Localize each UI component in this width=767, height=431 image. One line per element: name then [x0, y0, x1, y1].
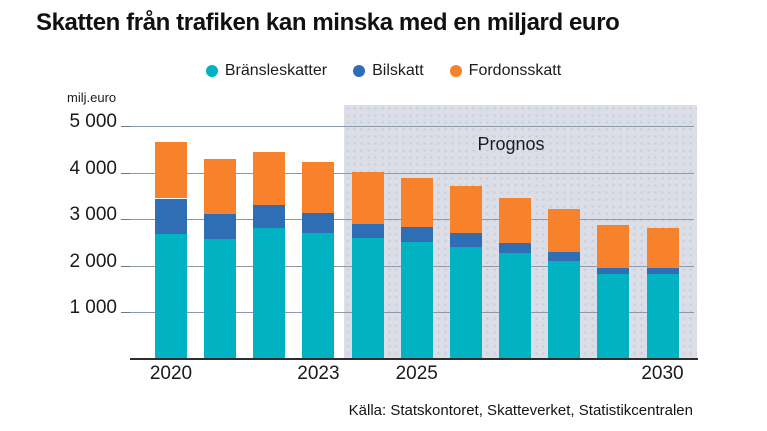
bar-2022-fordonsskatt-segment: [253, 152, 286, 206]
bar-2027-bilskatt-segment: [499, 242, 532, 254]
bar-2022-bransleskatter-segment: [253, 228, 286, 358]
y-tick-3000: [121, 219, 130, 220]
bar-2021-bilskatt-segment: [204, 213, 237, 240]
bar-2026-fordonsskatt-segment: [449, 185, 482, 234]
bar-2029-fordonsskatt-segment: [597, 224, 630, 268]
bar-2028-bransleskatter-segment: [548, 261, 581, 358]
legend: Bränsleskatter Bilskatt Fordonsskatt: [0, 62, 767, 80]
bar-2029-bilskatt-segment: [597, 267, 630, 274]
bar-2020-bransleskatter-segment: [155, 234, 187, 358]
bar-2030-bilskatt-segment: [646, 268, 679, 275]
bar-2025-bransleskatter-segment: [400, 241, 433, 358]
bilskatt-swatch-icon: [353, 65, 366, 77]
bar-2024-fordonsskatt-segment: [351, 171, 384, 224]
bar-2026-bilskatt-segment: [449, 233, 482, 247]
bar-2020-fordonsskatt-segment: [155, 141, 187, 199]
y-tick-5000: [121, 126, 130, 127]
bar-2024-bransleskatter-segment: [351, 238, 384, 358]
bar-2029-bransleskatter-segment: [597, 273, 630, 358]
legend-label-fordonsskatt: Fordonsskatt: [468, 62, 562, 79]
y-axis-label-4000: 4 000: [69, 157, 117, 179]
bar-2026-bransleskatter-segment: [449, 246, 482, 358]
bar-2025-fordonsskatt-segment: [400, 177, 433, 227]
bar-2023-bransleskatter-segment: [302, 232, 335, 358]
bar-2030-fordonsskatt-segment: [646, 227, 679, 269]
x-axis-line: [130, 358, 698, 360]
chart-title: Skatten från trafiken kan minska med en …: [36, 9, 620, 36]
gridline-5000: [130, 126, 694, 127]
legend-label-bilskatt: Bilskatt: [372, 62, 424, 79]
y-axis-label-5000: 5 000: [69, 111, 117, 132]
bar-2028-fordonsskatt-segment: [548, 208, 581, 252]
x-axis-label-2025: 2025: [395, 363, 438, 384]
y-tick-4000: [121, 172, 130, 174]
bar-2027-bransleskatter-segment: [499, 253, 532, 358]
legend-label-bransleskatter: Bränsleskatter: [224, 62, 328, 79]
gridline-4000: [130, 172, 694, 174]
bar-2030-bransleskatter-segment: [646, 274, 679, 358]
y-axis-label-3000: 3 000: [69, 204, 117, 225]
bar-2025-bilskatt-segment: [400, 226, 433, 242]
bar-2023-fordonsskatt-segment: [302, 161, 335, 214]
x-axis-label-2030: 2030: [641, 363, 684, 384]
bar-2021-fordonsskatt-segment: [204, 159, 237, 214]
bar-2027-fordonsskatt-segment: [499, 197, 532, 243]
y-axis-label-1000: 1 000: [69, 297, 117, 318]
y-axis-label-2000: 2 000: [69, 250, 117, 272]
y-tick-1000: [121, 312, 130, 313]
bar-2022-bilskatt-segment: [253, 205, 286, 229]
bar-2028-bilskatt-segment: [548, 251, 581, 262]
fordonsskatt-swatch-icon: [449, 65, 462, 77]
bar-2020-bilskatt-segment: [155, 198, 187, 235]
legend-item-bilskatt: Bilskatt: [353, 62, 424, 80]
legend-item-fordonsskatt: Fordonsskatt: [449, 62, 562, 80]
bar-2021-bransleskatter-segment: [204, 239, 237, 358]
y-axis-unit-label: milj.euro: [67, 90, 117, 105]
y-tick-2000: [121, 265, 130, 267]
x-axis-label-2020: 2020: [149, 363, 193, 384]
bar-2023-bilskatt-segment: [302, 213, 335, 233]
forecast-label: Prognos: [477, 134, 545, 154]
bransleskatter-swatch-icon: [205, 65, 218, 77]
x-axis-label-2023: 2023: [297, 363, 340, 384]
legend-item-bransleskatter: Bränsleskatter: [205, 62, 328, 80]
bar-2024-bilskatt-segment: [351, 223, 384, 239]
source-caption: Källa: Statskontoret, Skatteverket, Stat…: [348, 402, 693, 419]
